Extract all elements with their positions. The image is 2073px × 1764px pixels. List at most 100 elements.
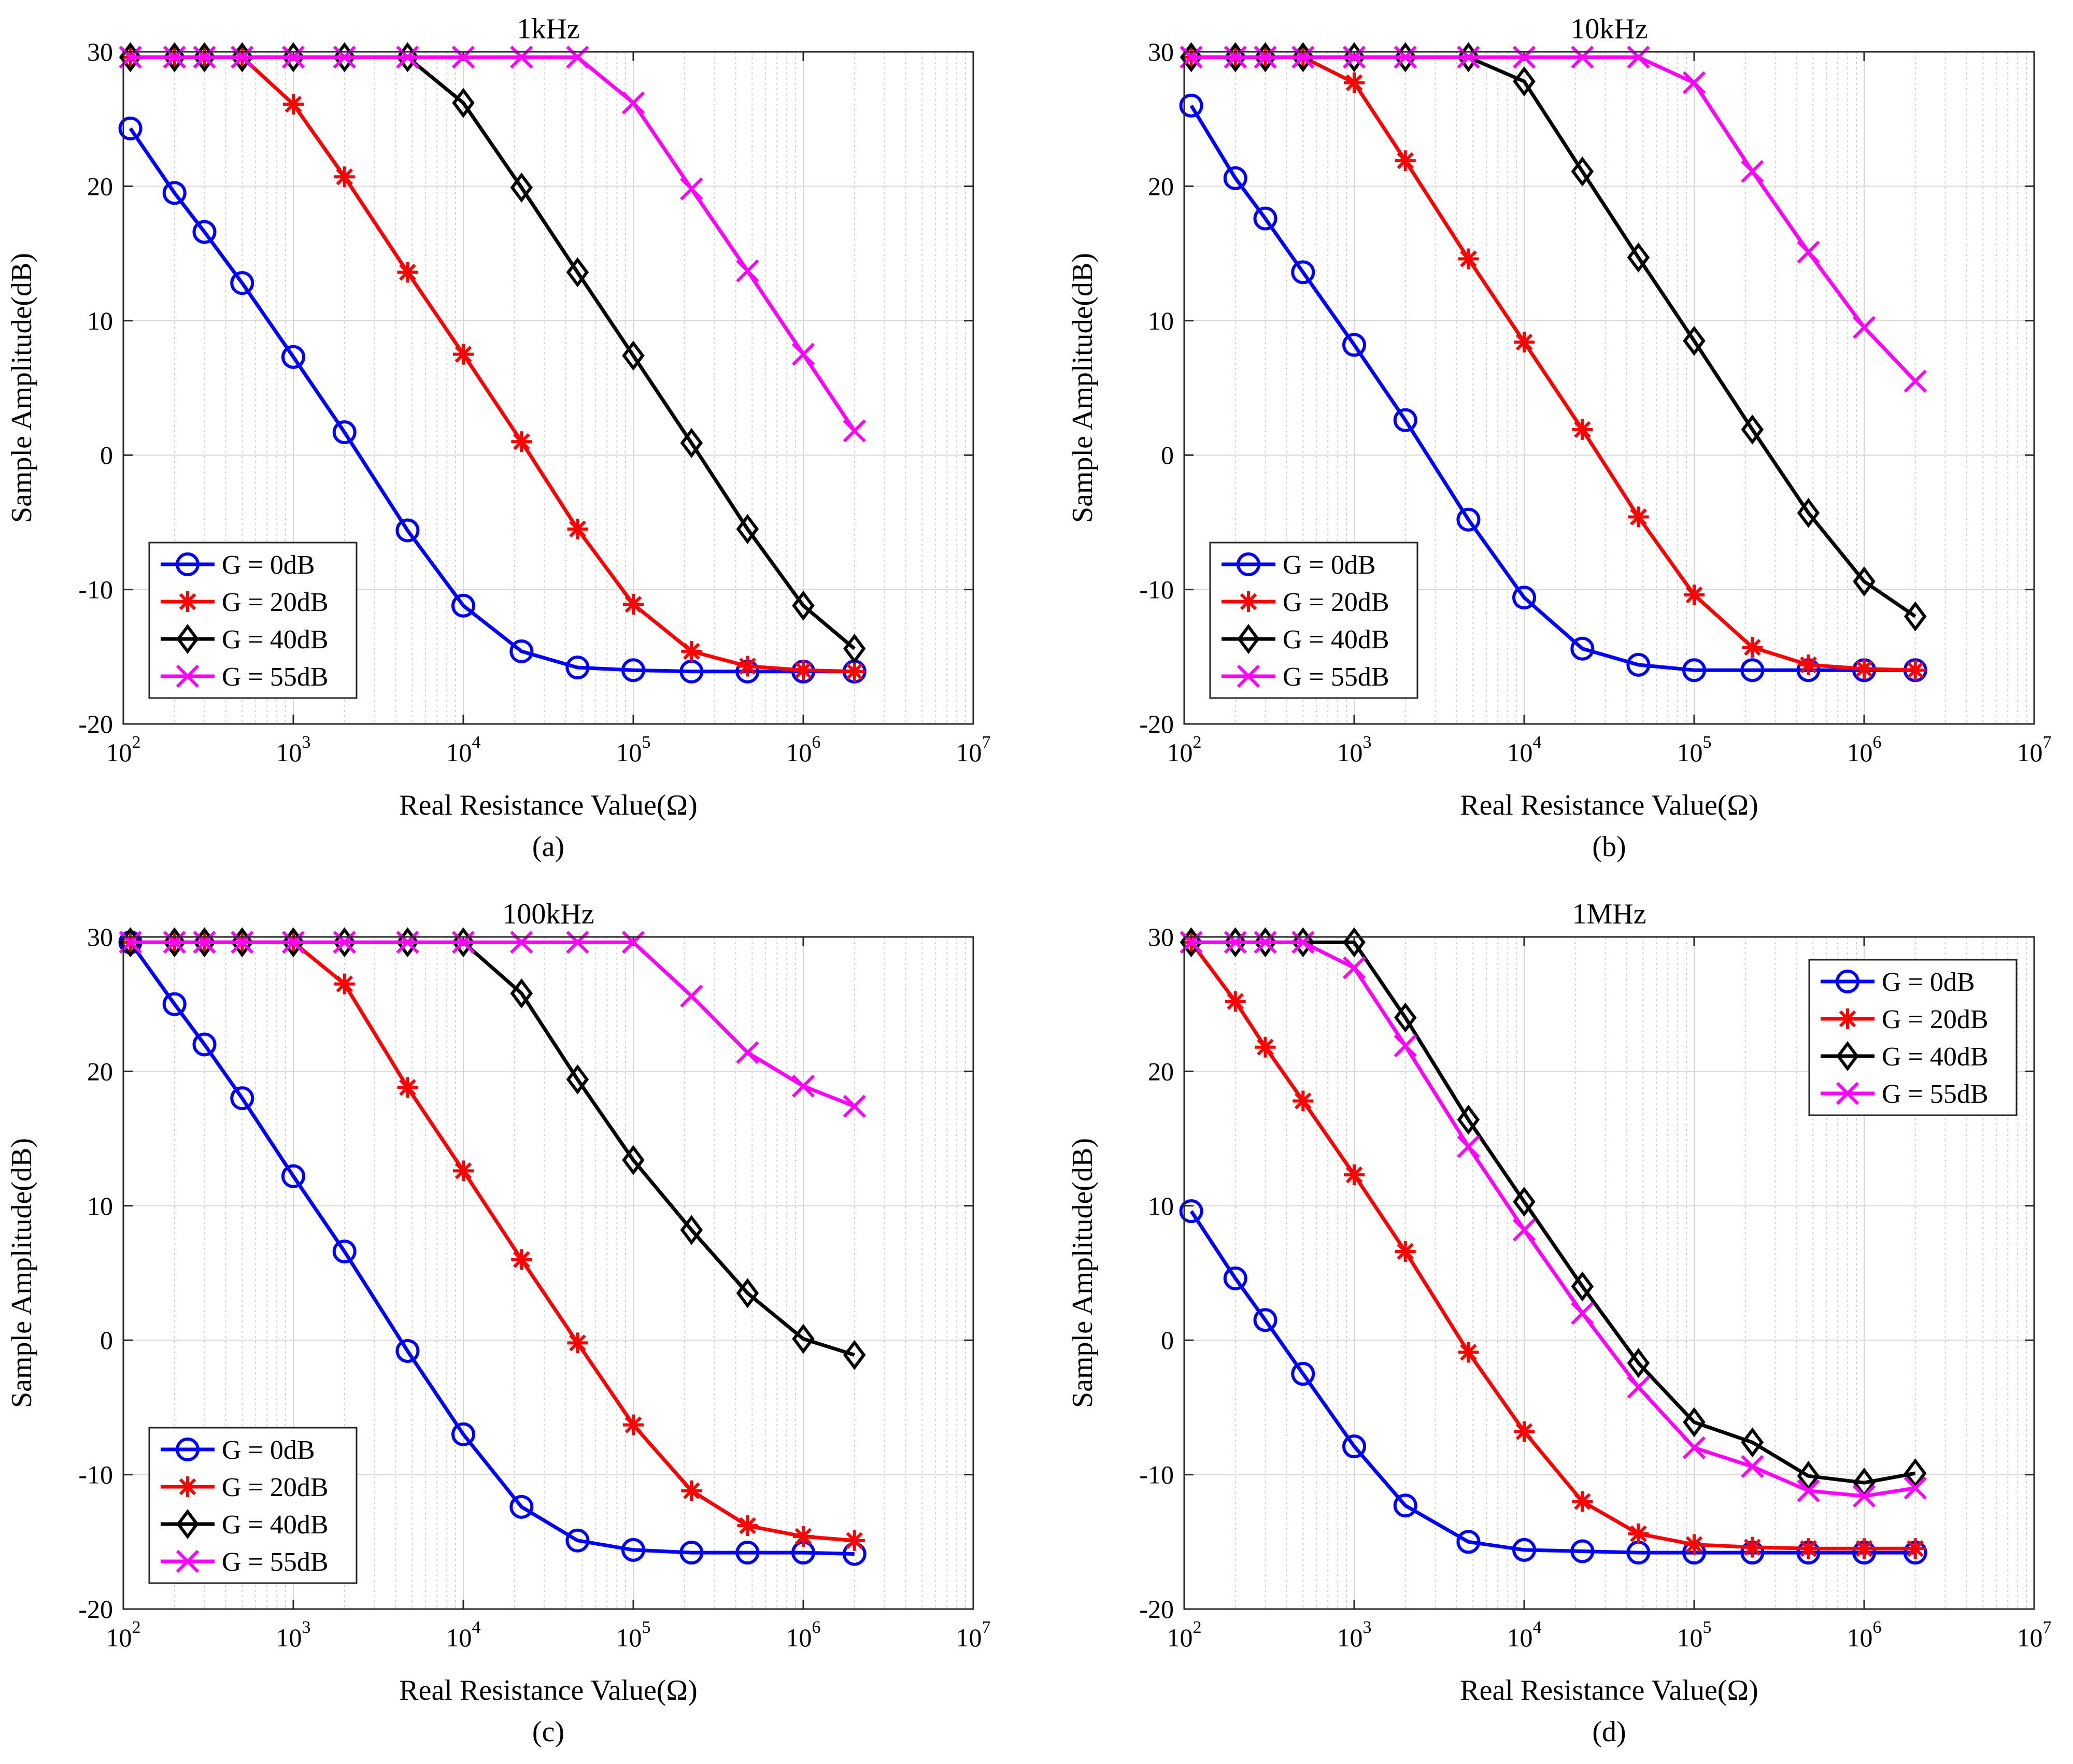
data-point bbox=[1513, 66, 1536, 97]
x-tick-label: 106 bbox=[1847, 733, 1882, 767]
tick-exponent: 2 bbox=[132, 1618, 141, 1637]
data-point bbox=[230, 1086, 254, 1111]
data-point bbox=[451, 931, 475, 954]
data-point bbox=[1571, 156, 1594, 187]
data-point bbox=[451, 593, 475, 618]
data-point bbox=[1572, 1491, 1593, 1512]
data-point bbox=[844, 661, 865, 682]
data-point bbox=[793, 660, 814, 681]
legend-marker bbox=[176, 664, 200, 688]
data-point bbox=[1394, 1002, 1417, 1033]
data-point bbox=[333, 46, 356, 69]
data-point bbox=[843, 1340, 866, 1370]
legend-marker bbox=[176, 1509, 199, 1539]
legend-marker bbox=[177, 1476, 198, 1497]
legend-item: G = 20dB bbox=[1222, 588, 1389, 617]
x-axis-label: Real Resistance Value(Ω) bbox=[399, 1674, 698, 1706]
tick-exponent: 5 bbox=[1703, 733, 1712, 752]
legend-marker bbox=[176, 552, 200, 576]
legend-item: G = 40dB bbox=[1222, 624, 1389, 655]
data-point bbox=[1741, 1427, 1764, 1458]
legend-label: G = 55dB bbox=[222, 662, 329, 692]
data-point bbox=[1512, 46, 1536, 69]
data-point bbox=[1293, 1090, 1314, 1112]
data-point bbox=[680, 1215, 703, 1245]
tick-exponent: 4 bbox=[472, 733, 481, 752]
chart-title: 10kHz bbox=[1570, 13, 1648, 45]
data-point bbox=[1854, 658, 1875, 679]
data-point bbox=[1905, 660, 1926, 681]
data-point bbox=[163, 46, 186, 69]
data-point bbox=[1627, 1348, 1650, 1378]
legend-item: G = 55dB bbox=[1222, 662, 1389, 692]
tick-base: 10 bbox=[956, 738, 982, 767]
data-point bbox=[680, 985, 703, 1008]
tick-base: 10 bbox=[1677, 1623, 1703, 1652]
tick-exponent: 4 bbox=[1533, 733, 1542, 752]
y-tick-label: 30 bbox=[1148, 922, 1174, 951]
legend-marker bbox=[1836, 1082, 1859, 1105]
legend-label: G = 40dB bbox=[1283, 625, 1389, 655]
legend: G = 0dB G = 20dB G = 40dB G = 55dB bbox=[148, 542, 358, 699]
data-point bbox=[118, 116, 143, 140]
data-point bbox=[621, 931, 645, 954]
data-point bbox=[1740, 658, 1765, 682]
tick-exponent: 7 bbox=[982, 1618, 991, 1637]
x-axis-label: Real Resistance Value(Ω) bbox=[1460, 789, 1758, 821]
data-point bbox=[453, 344, 474, 365]
data-point bbox=[736, 1278, 759, 1308]
data-point bbox=[566, 257, 589, 288]
legend-item: G = 55dB bbox=[161, 1547, 329, 1577]
tick-base: 10 bbox=[2017, 738, 2043, 767]
data-point bbox=[1179, 1199, 1203, 1224]
data-point bbox=[844, 1530, 865, 1551]
x-tick-label: 106 bbox=[1847, 1618, 1882, 1652]
data-point bbox=[396, 46, 419, 69]
data-point bbox=[510, 978, 533, 1008]
data-point bbox=[510, 931, 533, 954]
x-tick-label: 102 bbox=[1167, 733, 1202, 767]
data-point bbox=[1342, 956, 1366, 979]
legend-marker bbox=[1238, 591, 1259, 612]
data-point bbox=[334, 973, 355, 994]
data-point bbox=[623, 594, 644, 615]
x-tick-label: 107 bbox=[956, 1618, 991, 1652]
data-point bbox=[509, 639, 534, 663]
data-point bbox=[1224, 931, 1247, 954]
data-point bbox=[791, 1074, 815, 1098]
y-tick-label: 0 bbox=[100, 440, 113, 470]
panel-caption: (c) bbox=[532, 1716, 564, 1748]
data-point bbox=[1291, 46, 1315, 69]
data-point bbox=[621, 658, 645, 682]
data-point bbox=[1904, 1458, 1927, 1489]
data-point bbox=[163, 931, 186, 954]
y-axis-label: Sample Amplitude(dB) bbox=[1067, 1138, 1099, 1408]
data-point bbox=[792, 1324, 815, 1354]
data-point bbox=[1457, 1104, 1480, 1135]
data-point bbox=[1458, 248, 1479, 269]
data-point bbox=[1253, 206, 1277, 231]
data-point bbox=[621, 91, 645, 115]
data-point bbox=[192, 1032, 217, 1057]
data-point bbox=[1627, 242, 1650, 273]
data-point bbox=[283, 94, 304, 115]
legend-marker bbox=[176, 1438, 200, 1461]
legend-marker bbox=[176, 1549, 200, 1573]
data-point bbox=[1627, 46, 1650, 69]
data-point bbox=[1456, 1530, 1481, 1554]
series-g-55db bbox=[1180, 46, 1927, 393]
chart-title: 1kHz bbox=[517, 13, 579, 45]
legend-label: G = 55dB bbox=[1283, 662, 1389, 692]
data-point bbox=[1342, 333, 1366, 357]
data-point bbox=[231, 46, 254, 69]
data-point bbox=[162, 181, 187, 205]
tick-exponent: 7 bbox=[2043, 1618, 2052, 1637]
x-tick-label: 105 bbox=[616, 733, 651, 767]
y-tick-label: 10 bbox=[87, 306, 113, 335]
tick-base: 10 bbox=[1167, 738, 1193, 767]
data-point bbox=[680, 177, 703, 201]
tick-exponent: 5 bbox=[642, 733, 651, 752]
data-point bbox=[1253, 1308, 1277, 1332]
